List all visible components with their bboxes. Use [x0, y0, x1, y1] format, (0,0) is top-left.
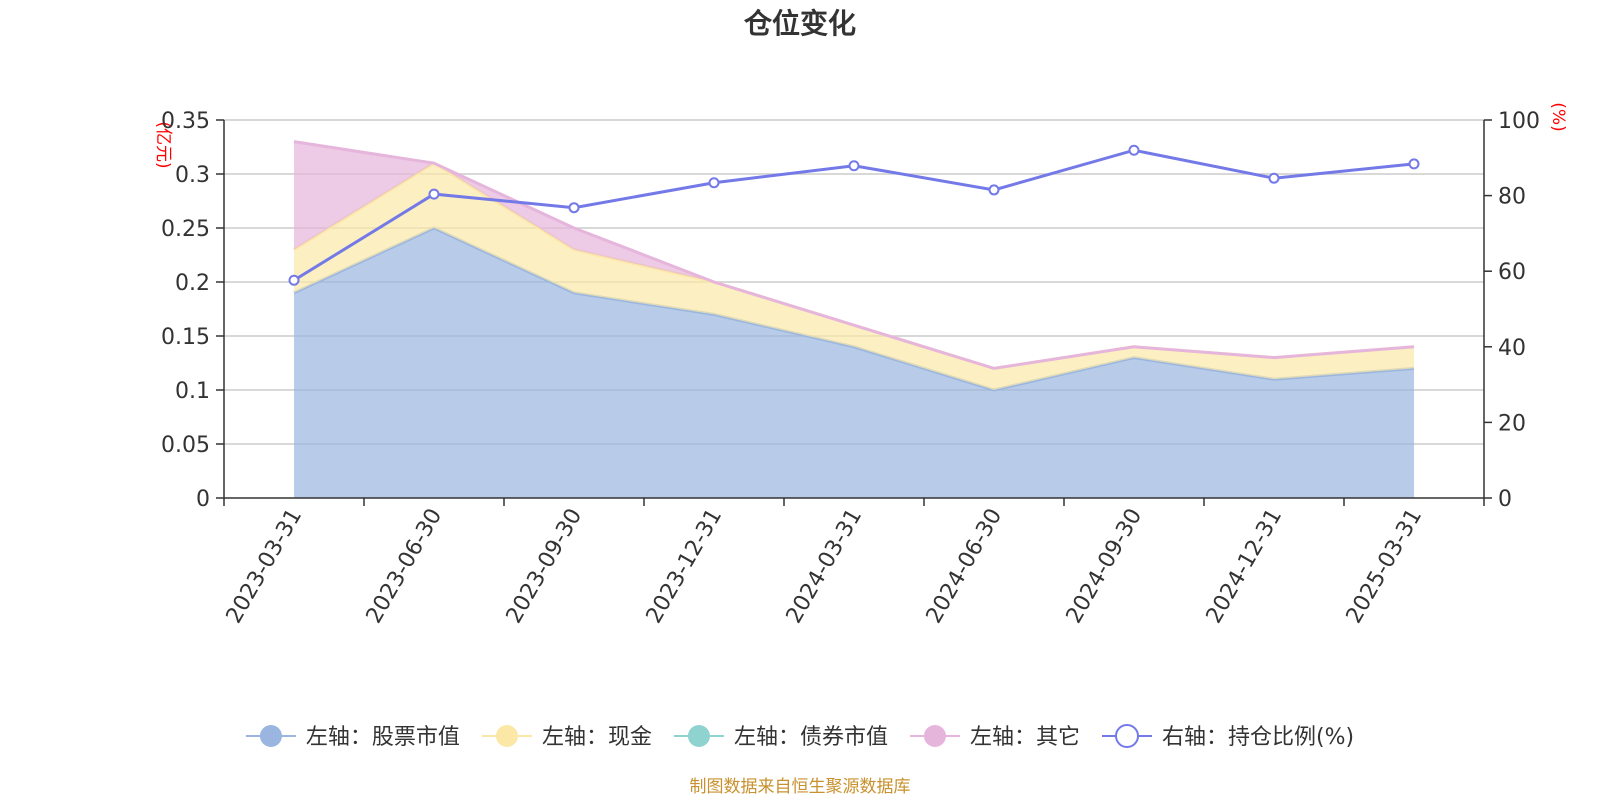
legend-dot-icon: [923, 725, 946, 747]
left-axis-tick-label: 0.35: [161, 109, 210, 134]
legend-dot-icon: [259, 725, 282, 747]
x-axis-tick-label: 2023-03-31: [222, 505, 308, 628]
x-axis-tick-label: 2023-06-30: [362, 505, 448, 628]
ratio-point: [288, 274, 300, 286]
right-axis-tick-label: 100: [1498, 109, 1540, 134]
ratio-point: [1268, 172, 1280, 184]
right-axis-tick-label: 0: [1498, 487, 1512, 512]
left-axis-tick-label: 0.3: [175, 163, 210, 188]
left-axis-tick-label: 0.15: [161, 325, 210, 350]
right-axis-tick-label: 80: [1498, 185, 1526, 210]
legend-label: 左轴：现金: [542, 725, 652, 750]
right-axis-unit: (%): [1548, 102, 1568, 131]
x-axis-tick-label: 2025-03-31: [1342, 505, 1428, 628]
left-axis-tick-label: 0.05: [161, 433, 210, 458]
legend: 左轴：股票市值 左轴：现金 左轴：债券市值 左轴：其它 右轴：持仓比例(%): [245, 724, 1354, 750]
legend-dot-icon: [687, 725, 710, 747]
area-edge-3: [293, 140, 1415, 370]
left-axis-tick-label: 0: [196, 487, 210, 512]
holding-ratio-line: [288, 144, 1420, 286]
ratio-point: [988, 184, 1000, 196]
right-axis-tick-label: 20: [1498, 411, 1526, 436]
area-1: [294, 163, 1414, 390]
x-axis-tick-label: 2023-12-31: [642, 505, 728, 628]
x-axis-tick-label: 2024-12-31: [1202, 505, 1288, 628]
legend-label: 左轴：其它: [970, 725, 1080, 750]
legend-label: 左轴：债券市值: [734, 725, 888, 750]
ratio-point: [428, 188, 440, 200]
legend-dot-icon: [495, 725, 518, 747]
right-axis-tick-label: 60: [1498, 260, 1526, 285]
chart-title: 仓位变化: [744, 7, 856, 40]
x-axis-tick-label: 2024-09-30: [1062, 505, 1148, 628]
left-axis-tick-label: 0.1: [175, 379, 210, 404]
ratio-point: [1408, 158, 1420, 170]
data-source-note: 制图数据来自恒生聚源数据库: [690, 777, 911, 797]
right-axis-tick-label: 40: [1498, 336, 1526, 361]
left-axis-unit: (亿元): [153, 121, 173, 168]
area-0: [294, 228, 1414, 498]
ratio-point: [848, 160, 860, 172]
x-axis-tick-label: 2023-09-30: [502, 505, 588, 628]
ratio-point: [708, 177, 720, 189]
legend-label: 右轴：持仓比例(%): [1162, 725, 1354, 750]
area-series: [293, 140, 1415, 498]
ratio-point: [1128, 144, 1140, 156]
legend-circle-icon: [1114, 724, 1139, 748]
x-axis-tick-label: 2024-06-30: [922, 505, 1008, 628]
ratio-point: [568, 202, 580, 214]
left-axis-tick-label: 0.25: [161, 217, 210, 242]
left-axis-tick-label: 0.2: [175, 271, 210, 296]
x-axis-tick-label: 2024-03-31: [782, 505, 868, 628]
area-3: [294, 141, 1414, 369]
legend-label: 左轴：股票市值: [306, 725, 460, 750]
